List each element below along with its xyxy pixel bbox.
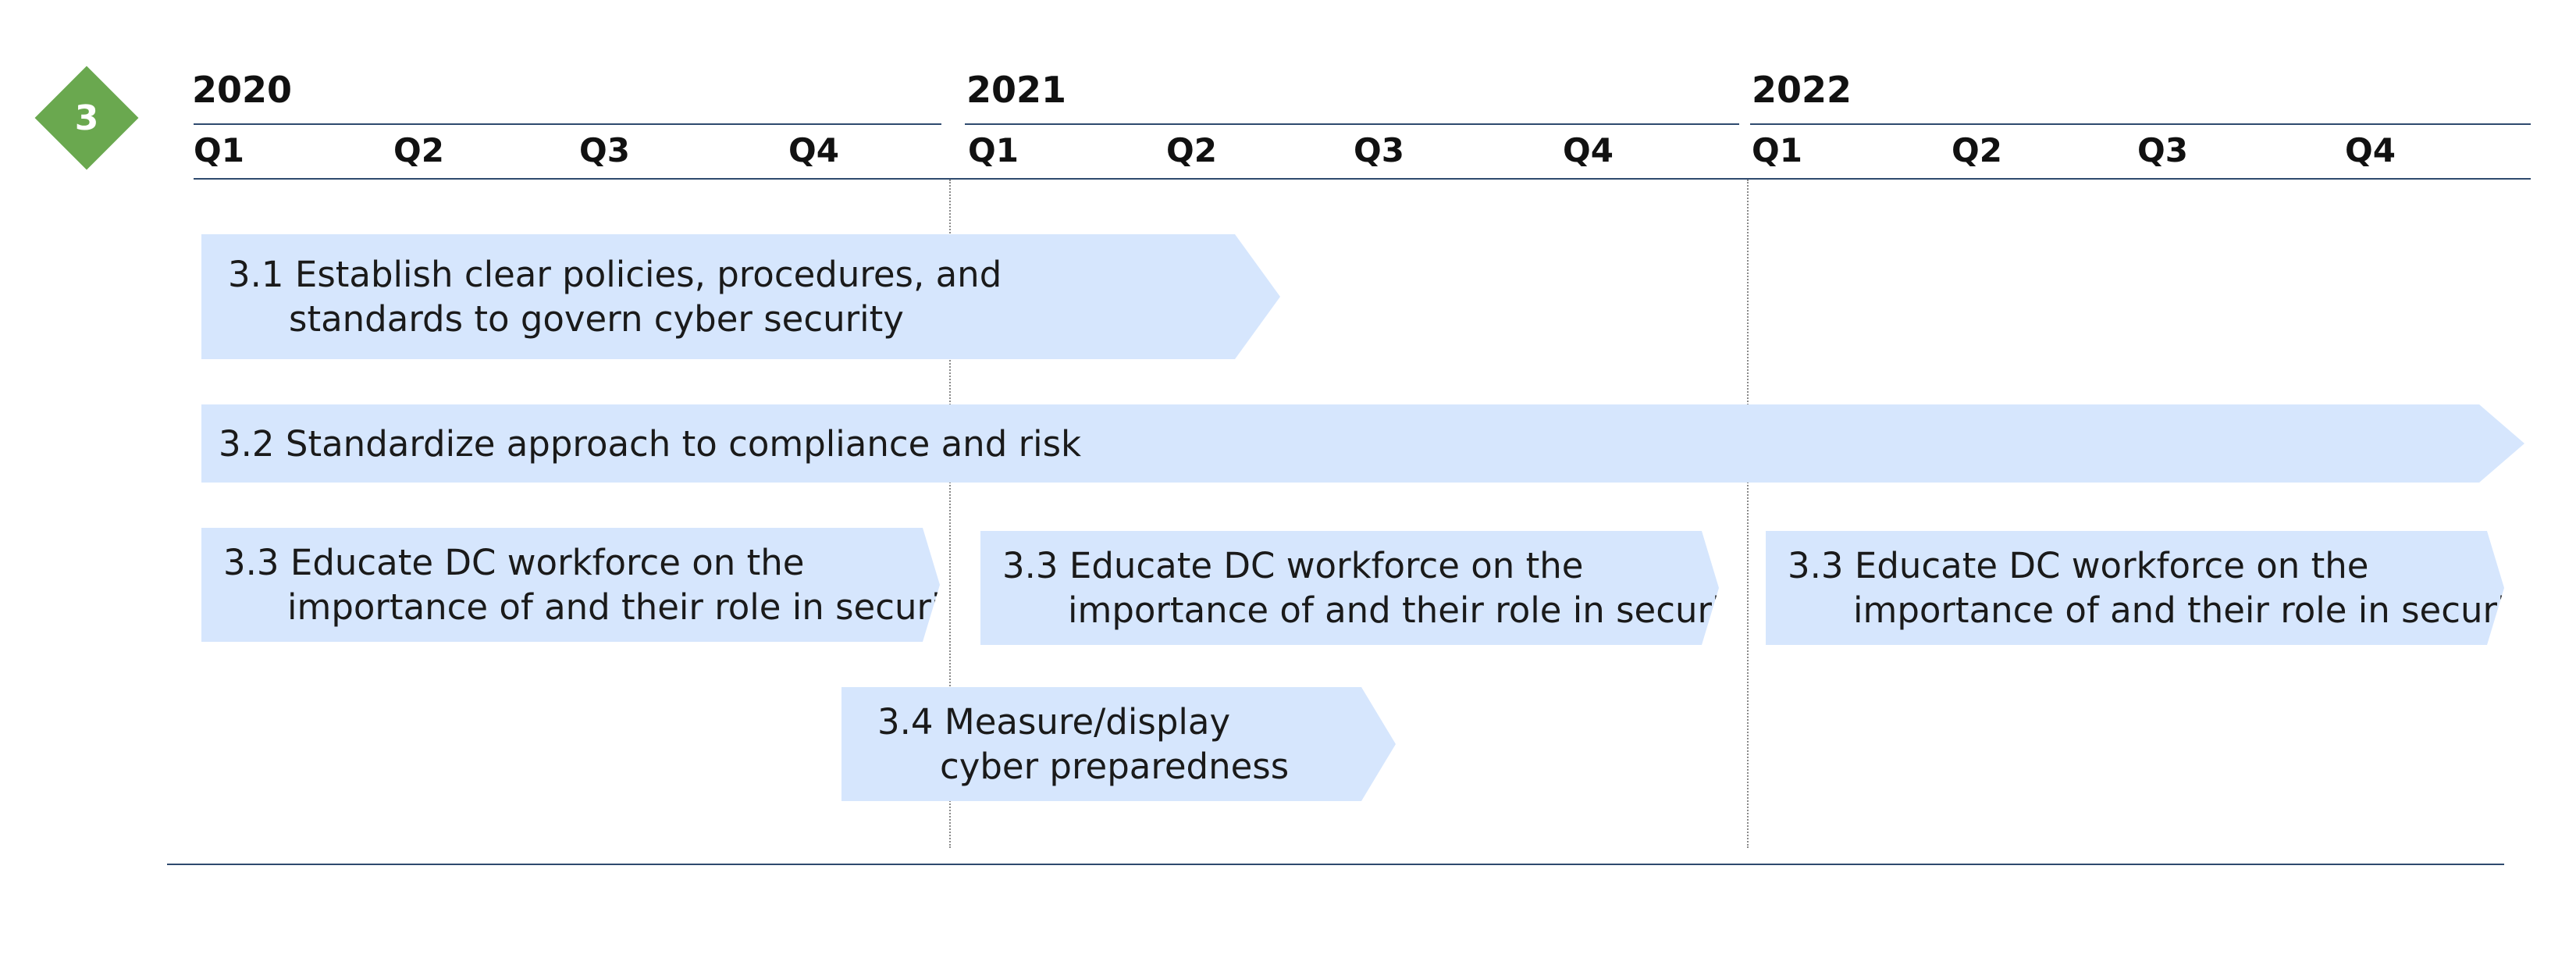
bar-label-line1: Establish clear policies, procedures, an… xyxy=(294,254,1002,295)
year-rule-2021 xyxy=(965,123,1739,125)
bar-number: 3.2 xyxy=(219,422,275,465)
bar-number: 3.3 xyxy=(223,542,279,583)
roadmap-bar-3-3-2022: 3.3 Educate DC workforce on the importan… xyxy=(1766,531,2504,645)
quarter-label: Q2 xyxy=(1952,131,2002,169)
roadmap-bar-3-3-2021: 3.3 Educate DC workforce on the importan… xyxy=(980,531,1719,645)
bar-label-line1: Standardize approach to compliance and r… xyxy=(285,422,1082,465)
bar-number: 3.1 xyxy=(228,254,284,295)
badge-number: 3 xyxy=(74,98,99,138)
roadmap-bar-3-2: 3.2 Standardize approach to compliance a… xyxy=(201,404,2524,483)
bar-number: 3.3 xyxy=(1788,545,1844,586)
bar-label-line2: importance of and their role in security xyxy=(1068,590,1756,631)
quarter-label: Q4 xyxy=(1563,131,1614,169)
quarter-label: Q3 xyxy=(579,131,630,169)
quarter-label: Q3 xyxy=(2137,131,2188,169)
year-divider xyxy=(949,180,951,848)
quarter-label: Q2 xyxy=(393,131,444,169)
quarter-label: Q3 xyxy=(1354,131,1404,169)
roadmap-bar-3-3-2020: 3.3 Educate DC workforce on the importan… xyxy=(201,528,940,642)
bar-number: 3.3 xyxy=(1002,545,1059,586)
bar-label-line1: Measure/display xyxy=(944,701,1231,743)
quarter-label: Q1 xyxy=(968,131,1019,169)
bar-label-line1: Educate DC workforce on the xyxy=(1069,545,1584,586)
roadmap-bar-3-1: 3.1 Establish clear policies, procedures… xyxy=(201,234,1280,359)
bar-label-line2: cyber preparedness xyxy=(940,746,1290,787)
year-label-2020: 2020 xyxy=(192,69,293,111)
quarter-label: Q1 xyxy=(194,131,244,169)
roadmap-bar-3-4: 3.4 Measure/display cyber preparedness xyxy=(841,687,1396,801)
quarter-label: Q1 xyxy=(1752,131,1802,169)
year-rule-2020 xyxy=(194,123,941,125)
bar-label-line1: Educate DC workforce on the xyxy=(290,542,805,583)
quarter-label: Q2 xyxy=(1166,131,1217,169)
bar-label-line1: Educate DC workforce on the xyxy=(1854,545,2369,586)
year-label-2022: 2022 xyxy=(1752,69,1852,111)
bottom-rule xyxy=(167,864,2504,865)
year-divider xyxy=(1747,180,1749,848)
bar-label-line2: standards to govern cyber security xyxy=(289,298,904,340)
year-rule-2022 xyxy=(1750,123,2531,125)
bar-label-line2: importance of and their role in security xyxy=(1853,590,2542,631)
bar-label-line2: importance of and their role in security xyxy=(287,586,976,628)
quarter-rule xyxy=(194,178,2531,180)
bar-number: 3.4 xyxy=(877,701,934,743)
quarter-label: Q4 xyxy=(788,131,839,169)
year-label-2021: 2021 xyxy=(966,69,1067,111)
quarter-label: Q4 xyxy=(2345,131,2396,169)
